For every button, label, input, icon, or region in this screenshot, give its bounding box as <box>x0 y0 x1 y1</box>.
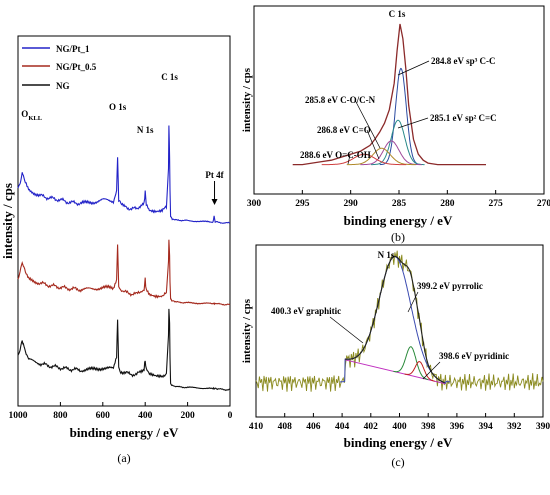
y-axis-title-a: intensity / cps <box>0 183 15 259</box>
annotation-o-1s: O 1s <box>109 102 127 112</box>
panel-b: 300 295 290 285 280 275 270 284.8 eV sp³ C-C28… <box>241 5 550 244</box>
series-line-ng-pt-0-5 <box>17 239 231 306</box>
x-axis-c-tick-label: 408 <box>278 422 293 432</box>
x-axis-c-tick-label: 404 <box>335 422 350 432</box>
plot-frame-c <box>255 244 544 418</box>
x-axis-b-tick-label: 280 <box>440 199 455 209</box>
component-curve <box>379 67 422 166</box>
pt4f-arrow-head <box>211 199 218 205</box>
x-axis-a-tick-label: 200 <box>180 411 195 421</box>
leader-line <box>366 129 380 160</box>
title-b: C 1s <box>389 9 406 19</box>
component-curve <box>360 140 422 166</box>
leader-line <box>347 154 351 165</box>
legend: NG/Pt_1 NG/Pt_0.5 NG <box>22 44 97 91</box>
series-lines-c <box>255 250 544 392</box>
annotation-pt-4f: Pt 4f <box>205 170 224 180</box>
title-c: N 1s <box>378 250 395 260</box>
component-label: 284.8 eV sp³ C-C <box>431 56 496 66</box>
x-axis-a-tick-label: 0 <box>228 411 233 421</box>
component-label: 286.8 eV C=O <box>317 125 371 135</box>
x-ticks-a: 1000 800 600 400 200 0 <box>9 402 233 421</box>
caption-a: (a) <box>117 451 130 465</box>
legend-label-ngpt1: NG/Pt_1 <box>56 44 90 54</box>
component-curve <box>371 119 425 166</box>
x-axis-title-b: binding energy / eV <box>344 213 453 228</box>
x-axis-a-tick-label: 600 <box>96 411 111 421</box>
component-curve <box>393 346 429 381</box>
x-axis-b-tick-label: 290 <box>344 199 359 209</box>
leader-line <box>397 60 430 76</box>
legend-label-ngpt05: NG/Pt_0.5 <box>56 62 97 72</box>
x-axis-b-tick-label: 300 <box>247 199 262 209</box>
x-axis-b-tick-label: 295 <box>295 199 310 209</box>
x-axis-title-c: binding energy / eV <box>344 435 453 450</box>
component-label: 285.1 eV sp² C=C <box>430 113 497 123</box>
annotation-n-1s: N 1s <box>137 125 154 135</box>
x-axis-c-tick-label: 402 <box>364 422 379 432</box>
component-label: 288.6 eV O=C-OH <box>300 150 371 160</box>
component-label: 398.6 eV pyridinic <box>439 351 509 361</box>
annotation-c-1s: C 1s <box>161 72 178 82</box>
x-axis-title-a: binding energy / eV <box>70 425 179 440</box>
series-line-ng <box>17 308 231 392</box>
series-line-ng-pt-1 <box>17 125 230 224</box>
x-ticks-c: 410 408 406 404 402 400 398 396 394 392 390 <box>249 413 550 432</box>
x-axis-b-tick-label: 275 <box>489 199 504 209</box>
x-axis-c-tick-label: 392 <box>507 422 522 432</box>
x-axis-c-tick-label: 394 <box>478 422 493 432</box>
raw-data-line <box>255 250 544 392</box>
series-lines-b <box>292 23 486 166</box>
x-axis-a-tick-label: 400 <box>138 411 153 421</box>
x-axis-c-tick-label: 406 <box>306 422 321 432</box>
x-axis-c-tick-label: 398 <box>421 422 436 432</box>
peak-annotations-c: 400.3 eV graphitic 399.2 eV pyrrolic 398.6… <box>271 281 509 380</box>
leader-line <box>329 316 364 344</box>
x-axis-a-tick-label: 800 <box>53 411 68 421</box>
x-axis-c-tick-label: 396 <box>450 422 465 432</box>
envelope-curve <box>292 23 486 166</box>
component-curve <box>404 361 435 382</box>
component-curve <box>339 255 451 384</box>
x-axis-b-tick-label: 285 <box>392 199 407 209</box>
component-label: 399.2 eV pyrrolic <box>417 281 483 291</box>
x-axis-b-tick-label: 270 <box>537 199 550 209</box>
peak-annotations-b: 284.8 eV sp³ C-C 285.1 eV sp² C=C 285.8 eV… <box>300 56 497 165</box>
leader-line <box>397 117 429 129</box>
caption-b: (b) <box>391 230 405 244</box>
y-axis-title-c: intensity / cps <box>241 298 253 363</box>
component-curve <box>321 153 407 166</box>
peak-annotations-a: OKLL O 1s N 1s C 1s Pt 4f <box>21 72 225 205</box>
y-axis-title-b: intensity / cps <box>241 67 253 132</box>
leader-line <box>422 361 441 380</box>
x-axis-a-tick-label: 1000 <box>9 411 28 421</box>
x-axis-c-tick-label: 410 <box>249 422 264 432</box>
caption-c: (c) <box>391 455 404 469</box>
leader-line <box>354 99 381 149</box>
x-axis-c-tick-label: 400 <box>392 422 407 432</box>
component-label: 285.8 eV C-O/C-N <box>305 95 376 105</box>
leader-line <box>407 291 419 313</box>
plot-frame-a <box>17 35 231 407</box>
x-axis-c-tick-label: 390 <box>536 422 550 432</box>
x-ticks-b: 300 295 290 285 280 275 270 <box>247 190 550 209</box>
annotation-o: OKLL <box>21 109 42 122</box>
legend-label-ng: NG <box>56 81 70 91</box>
fit-envelope-curve <box>345 255 445 384</box>
panel-c: 410 408 406 404 402 400 398 396 394 392 390 400.3 … <box>241 244 550 469</box>
series-lines-a <box>17 125 231 392</box>
component-label: 400.3 eV graphitic <box>271 306 341 316</box>
